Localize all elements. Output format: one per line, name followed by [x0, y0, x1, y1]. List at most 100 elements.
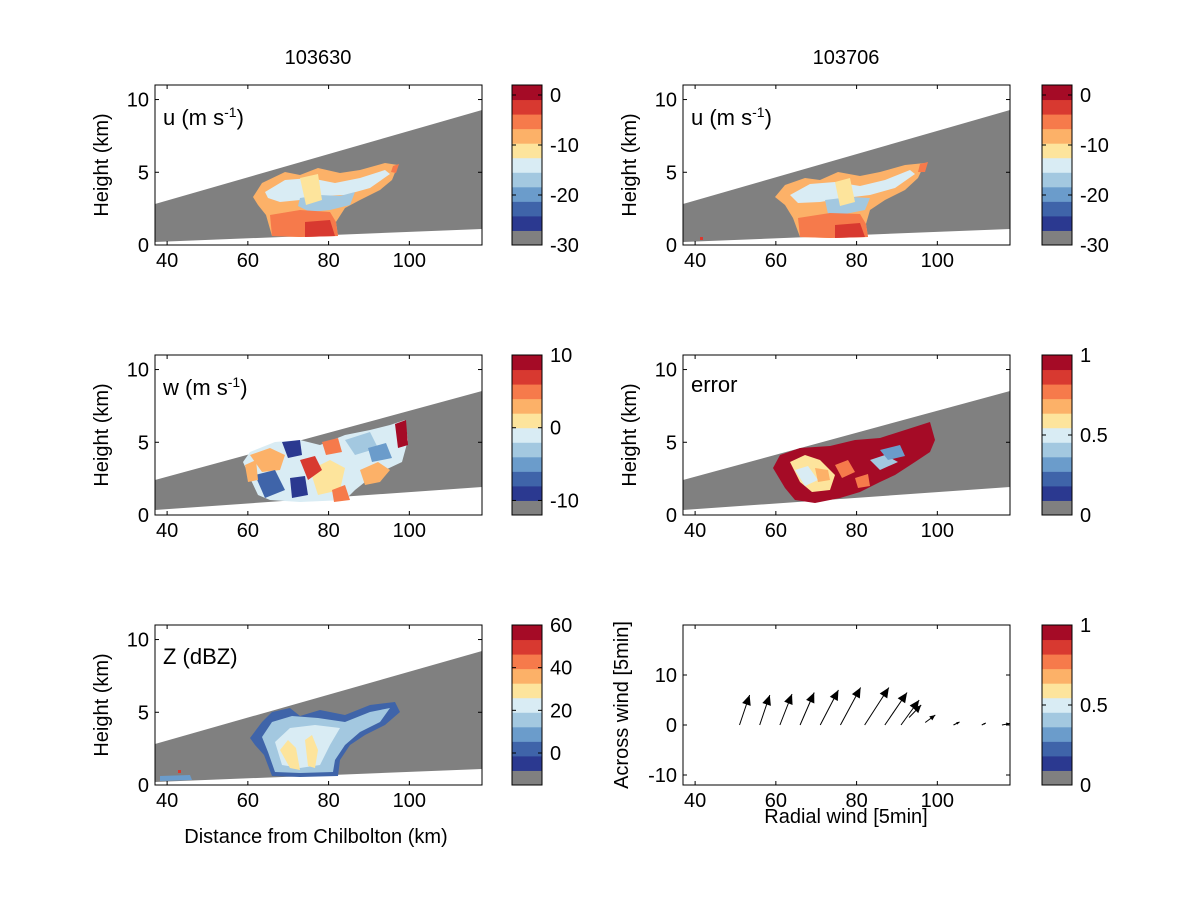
y-axis-label: Height (km) [619, 383, 641, 486]
colorbar-segment [1042, 741, 1072, 757]
x-tick-label: 80 [845, 250, 867, 272]
colorbar-segment [1042, 485, 1072, 501]
y-tick-label: 5 [138, 702, 149, 724]
colorbar-tick-label: -20 [550, 185, 579, 207]
x-tick-label: 80 [317, 520, 339, 542]
colorbar-segment [512, 186, 542, 202]
y-axis-label: Height (km) [619, 113, 641, 216]
colorbar-frame [511, 84, 543, 246]
colorbar-segment [512, 114, 542, 130]
colorbar-segment [512, 668, 542, 684]
wind-vector [900, 699, 920, 726]
panel-label: u (m s-1) [163, 104, 244, 130]
u-field-left [253, 163, 399, 237]
colorbar-segment [1042, 369, 1072, 385]
colorbar-segment [512, 172, 542, 188]
colorbar-segment [1042, 442, 1072, 458]
y-tick-label: 10 [127, 90, 149, 112]
colorbar-segment [512, 625, 542, 641]
colorbar-segment [512, 157, 542, 173]
y-tick-label: 5 [138, 432, 149, 454]
y-tick-label: 0 [138, 235, 149, 257]
colorbar-segment [512, 683, 542, 699]
panel-w-left: w (m s-1) Height (km) [91, 354, 483, 516]
colorbar-segment [1042, 398, 1072, 414]
panel-u-right: u (m s-1) Height (km) [619, 84, 1011, 246]
wind-vector [840, 687, 862, 726]
colorbar-segment [512, 654, 542, 670]
x-tick-label: 100 [921, 790, 954, 812]
wind-vector [884, 692, 908, 726]
colorbar-tick-label: 40 [550, 658, 572, 680]
x-tick-label: 100 [393, 520, 426, 542]
y-tick-label: 5 [138, 162, 149, 184]
wind-vector [799, 692, 815, 726]
x-tick-label: 60 [237, 250, 259, 272]
wind-vector [739, 694, 751, 726]
colorbar-segment [1042, 85, 1072, 101]
wind-vector [981, 722, 986, 726]
y-tick-label: 10 [127, 360, 149, 382]
colorbar-segment [1042, 697, 1072, 713]
wind-vector [864, 687, 890, 726]
wind-vector [953, 721, 960, 726]
colorbar-tick-label: -30 [1080, 235, 1109, 257]
colorbar-segment [512, 369, 542, 385]
colorbar-segment [512, 427, 542, 443]
colorbar-tick-label: -20 [1080, 185, 1109, 207]
colorbar-frame [1041, 84, 1073, 246]
plot-frame [682, 354, 1011, 516]
colorbar-segment [1042, 157, 1072, 173]
y-tick-label: 10 [655, 90, 677, 112]
colorbar-segment [512, 456, 542, 472]
wind-vector [819, 689, 839, 726]
colorbar-segment [512, 143, 542, 159]
colorbar-tick-label: 1 [1080, 345, 1091, 367]
colorbar-tick-label: 20 [550, 700, 572, 722]
x-tick-label: 40 [156, 790, 178, 812]
y-axis-label: Height (km) [91, 113, 113, 216]
colorbar-tick-label: 60 [550, 615, 572, 637]
colorbar-segment [1042, 471, 1072, 487]
wind-vector [924, 714, 936, 723]
colorbar-segment [1042, 639, 1072, 655]
colorbar-segment [512, 755, 542, 771]
column-title-left: 103630 [285, 47, 352, 69]
colorbar-tick-label: -10 [550, 490, 579, 512]
y-tick-label: 0 [666, 505, 677, 527]
colorbar-segment [512, 500, 542, 516]
colorbar-segment [1042, 654, 1072, 670]
colorbar-segment [512, 384, 542, 400]
colorbar-segment [512, 442, 542, 458]
colorbar-segment [1042, 99, 1072, 115]
panel-label: u (m s-1) [691, 104, 772, 130]
colorbar-tick-label: 0.5 [1080, 695, 1108, 717]
colorbar-segment [1042, 427, 1072, 443]
colorbar-segment [512, 770, 542, 786]
x-tick-label: 40 [684, 250, 706, 272]
z-field-left [160, 702, 400, 781]
x-tick-label: 40 [684, 790, 706, 812]
colorbar-segment [512, 741, 542, 757]
colorbar-segment [1042, 625, 1072, 641]
panel-label: error [691, 372, 737, 397]
x-tick-label: 60 [237, 520, 259, 542]
colorbar-segment [512, 128, 542, 144]
colorbar-segment [512, 85, 542, 101]
x-tick-label: 60 [237, 790, 259, 812]
x-tick-label: 100 [921, 520, 954, 542]
colorbar-frame [511, 624, 543, 786]
y-tick-label: 0 [666, 235, 677, 257]
y-axis-label: Height (km) [91, 383, 113, 486]
colorbar-segment [1042, 201, 1072, 217]
panel-z-left: Z (dBZ) Height (km) Distance from Chilbo… [91, 624, 483, 848]
colorbar-tick-label: -10 [550, 135, 579, 157]
panel-label: Z (dBZ) [163, 644, 238, 669]
y-tick-label: 0 [666, 715, 677, 737]
colorbar-segment [1042, 668, 1072, 684]
colorbar-tick-label: -30 [550, 235, 579, 257]
panel-u-left: u (m s-1) Height (km) [91, 84, 483, 246]
y-tick-label: -10 [648, 765, 677, 787]
colorbar-frame [511, 354, 543, 516]
